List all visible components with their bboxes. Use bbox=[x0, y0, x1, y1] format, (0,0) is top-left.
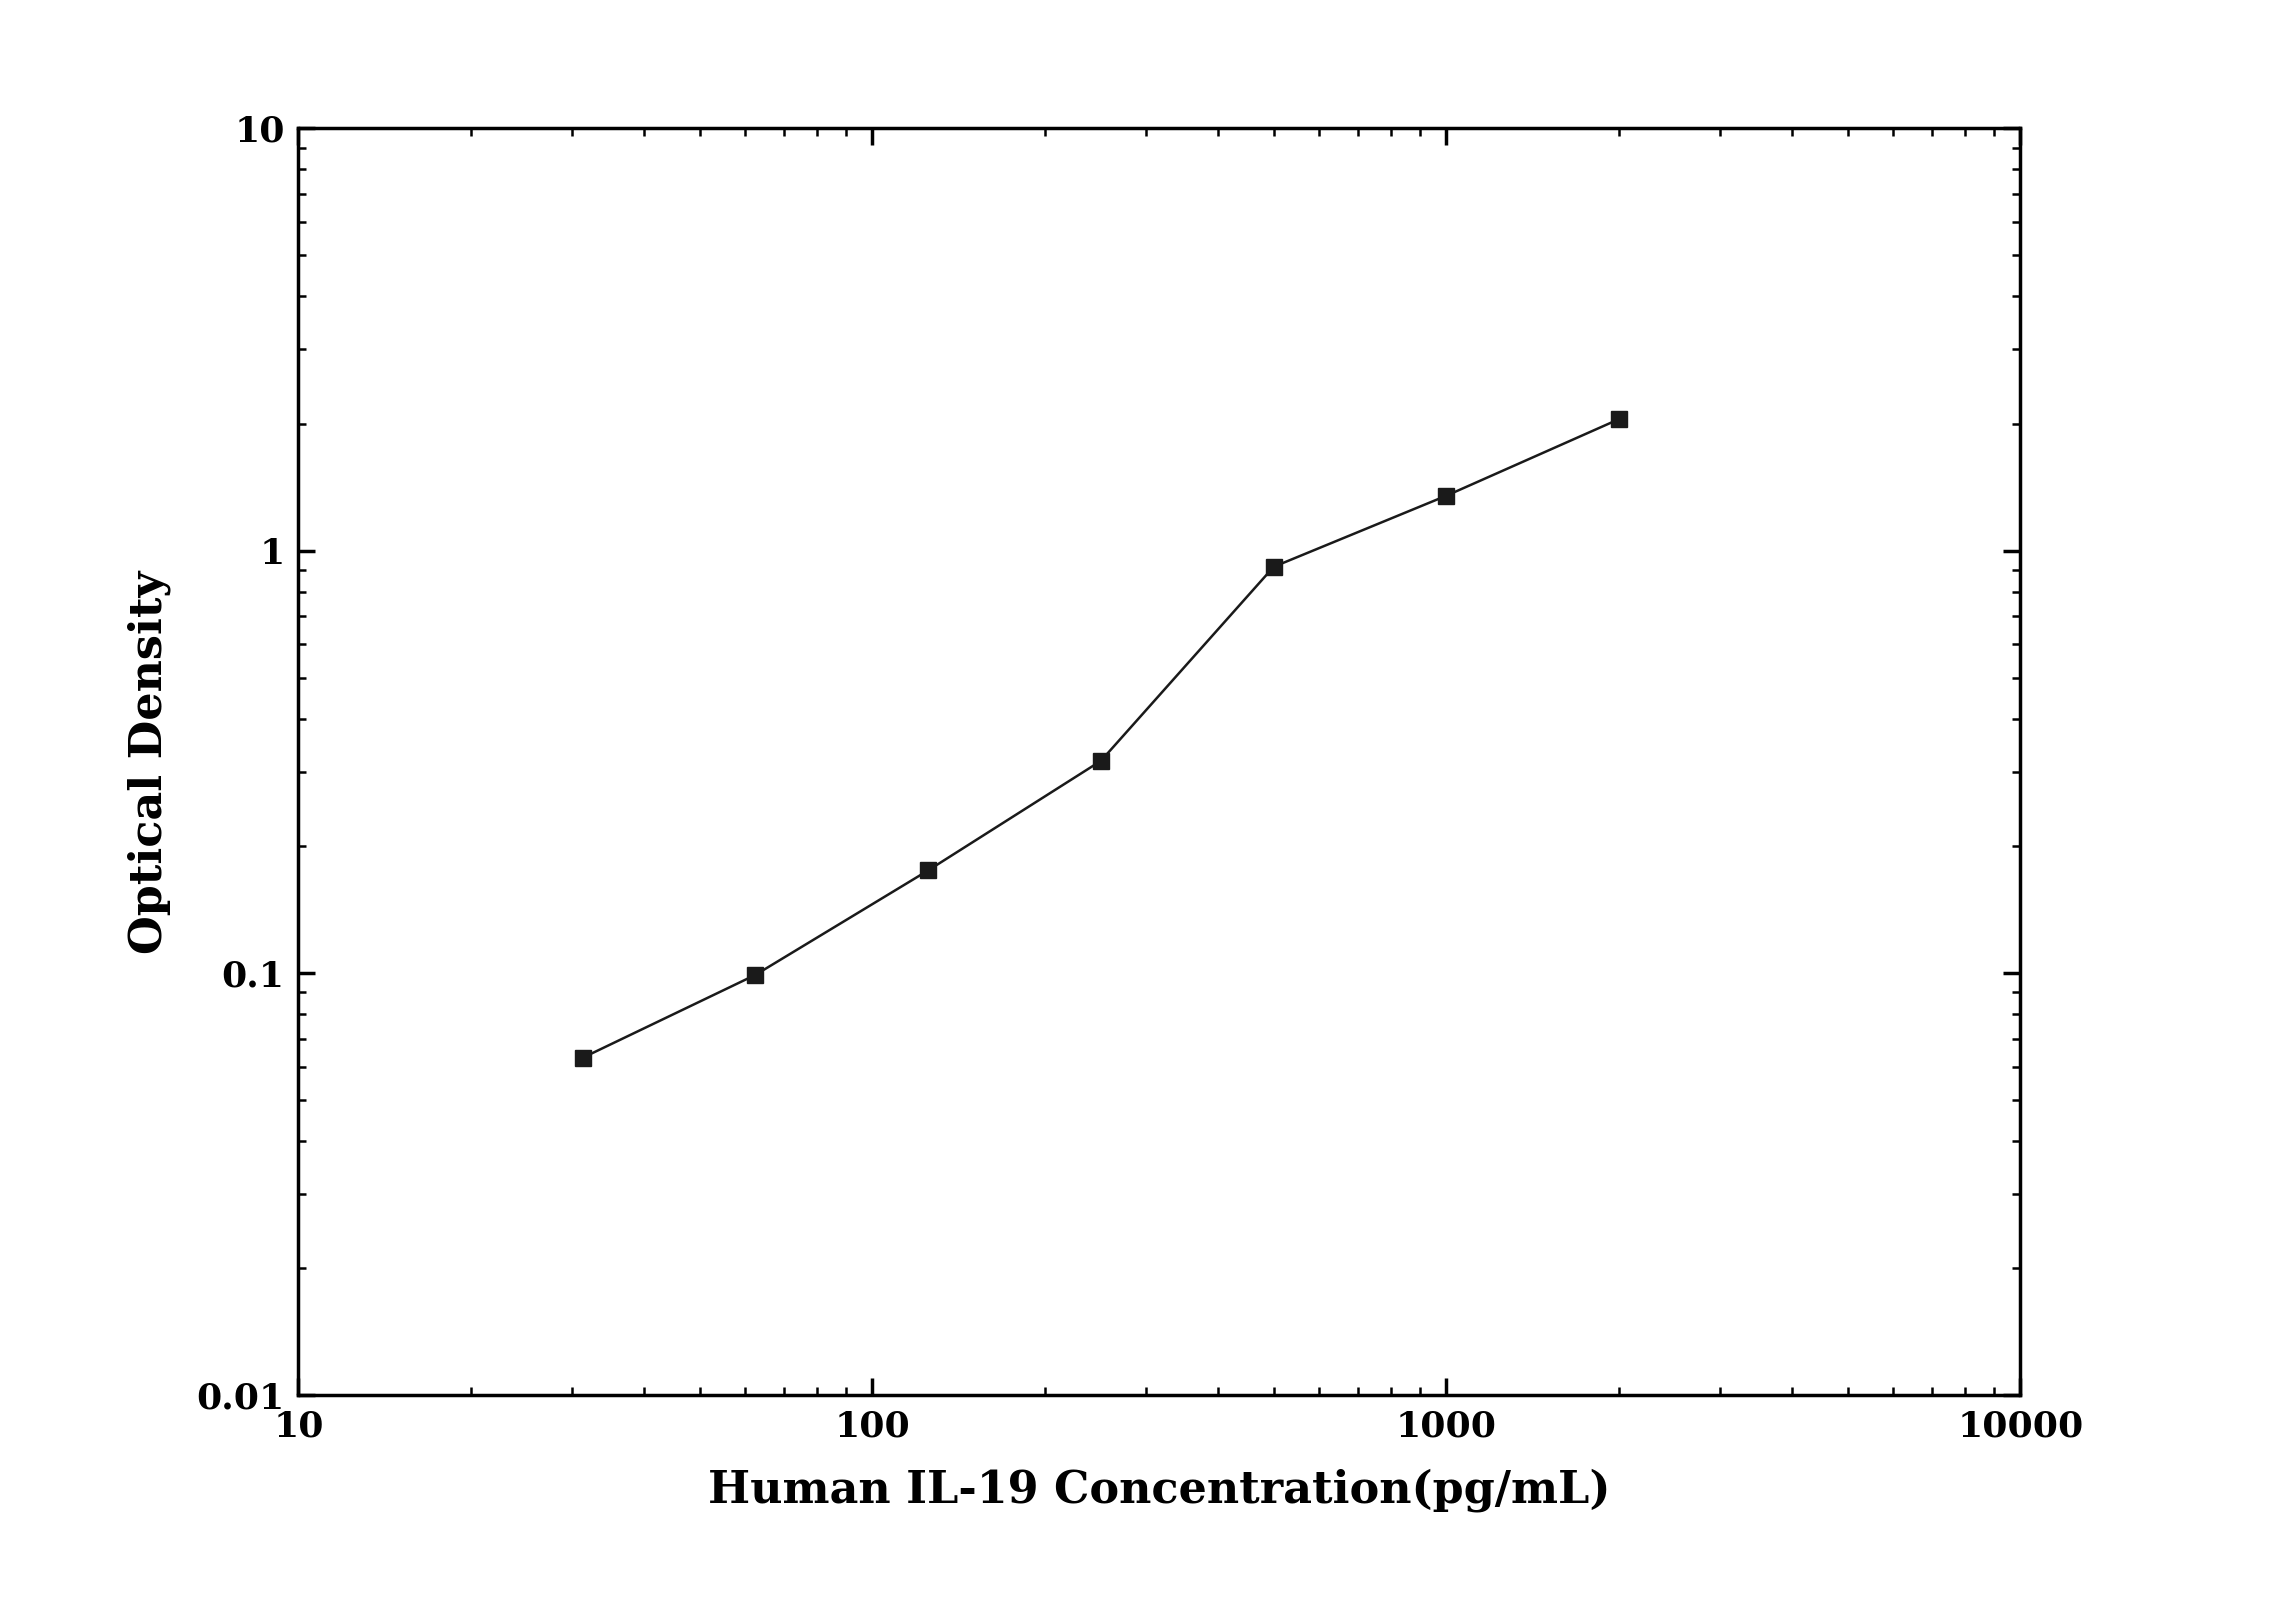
X-axis label: Human IL-19 Concentration(pg/mL): Human IL-19 Concentration(pg/mL) bbox=[707, 1468, 1612, 1513]
Y-axis label: Optical Density: Optical Density bbox=[129, 571, 172, 953]
